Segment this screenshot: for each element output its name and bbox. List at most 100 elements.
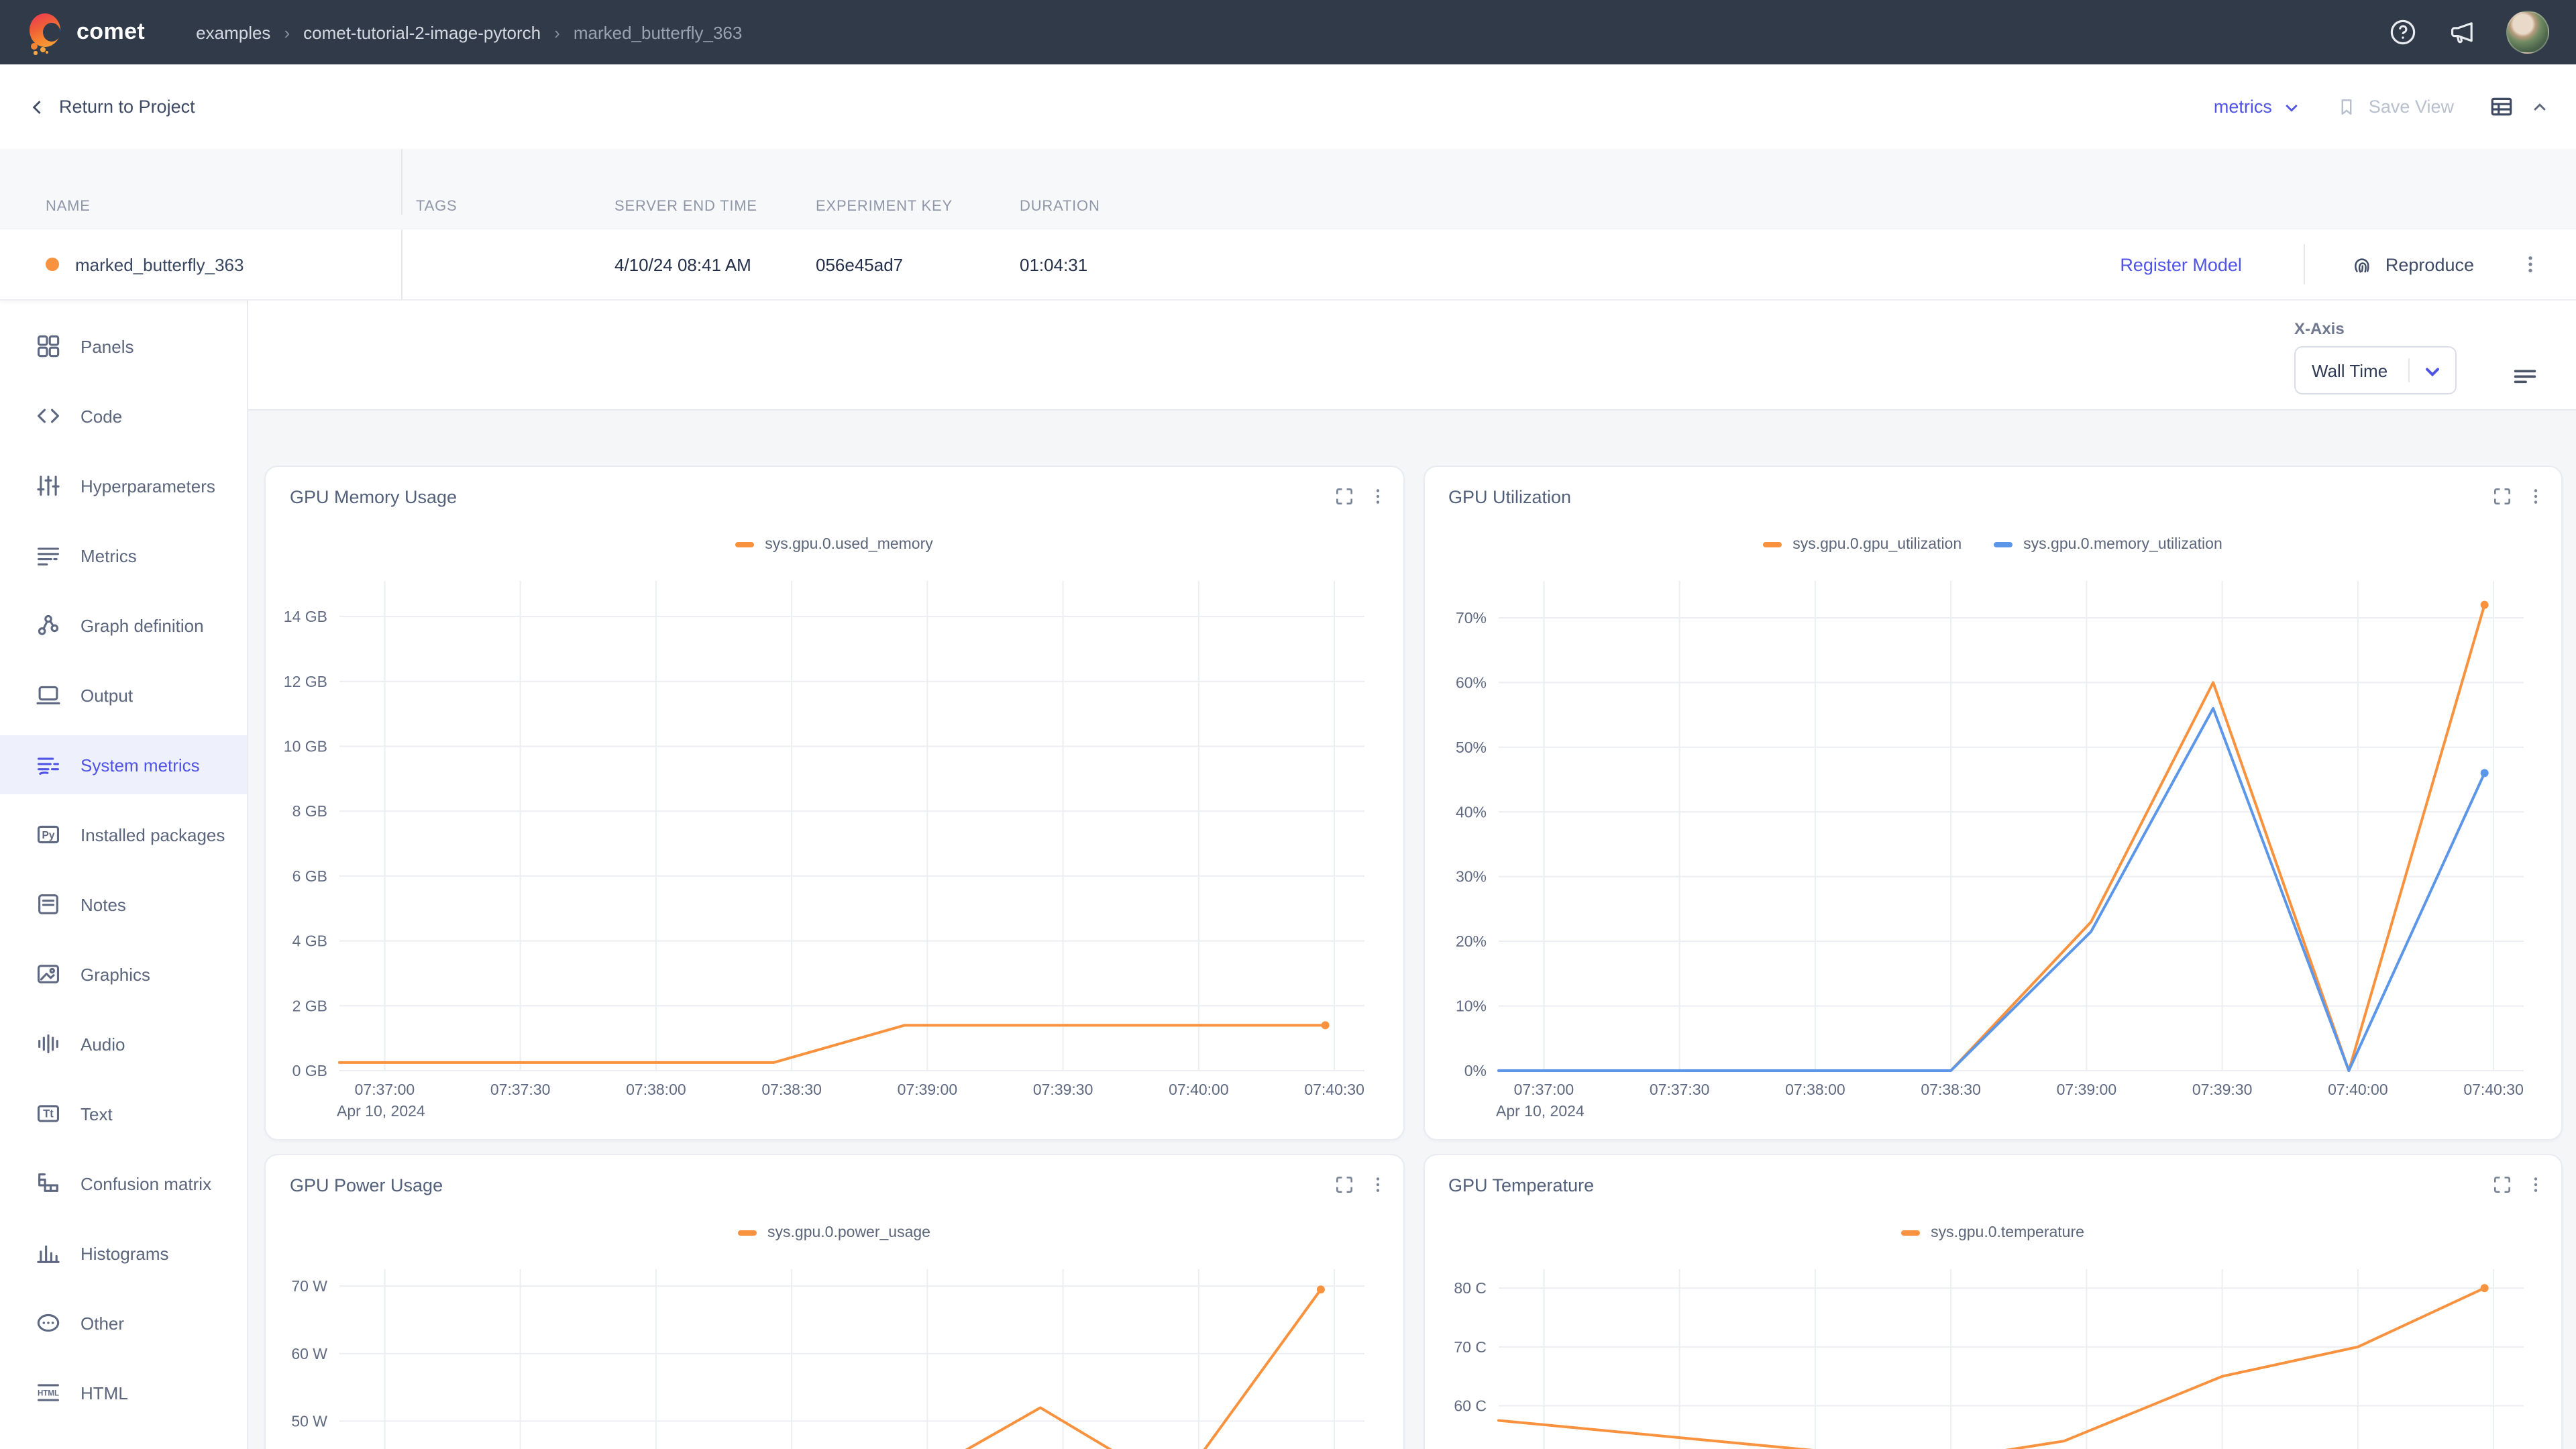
column-header-tags[interactable]: TAGS [402, 199, 601, 215]
legend-item[interactable]: sys.gpu.0.gpu_utilization [1763, 537, 1962, 553]
chart-card-gpu-power: GPU Power Usage sys.gpu.0.power_usage 07… [264, 1154, 1404, 1449]
back-chevron-icon [27, 96, 48, 117]
sidebar-item-text[interactable]: Tt Text [0, 1084, 247, 1143]
sidebar-item-metrics[interactable]: Metrics [0, 526, 247, 585]
chart-card-gpu-temperature: GPU Temperature sys.gpu.0.temperature 07… [1423, 1154, 2563, 1449]
sidebar-item-output[interactable]: Output [0, 665, 247, 724]
chart-kebab-menu-icon[interactable] [1368, 1175, 1387, 1194]
sidebar-item-system-metrics[interactable]: System metrics [0, 735, 247, 794]
sidebar-item-label: Graphics [80, 964, 150, 984]
sidebar-item-label: Text [80, 1104, 113, 1124]
chart-card-gpu-memory: GPU Memory Usage sys.gpu.0.used_memory 0… [264, 466, 1404, 1140]
sidebar-item-label: Hyperparameters [80, 476, 215, 496]
svg-text:20%: 20% [1455, 932, 1486, 950]
collapse-chevron-up-icon[interactable] [2530, 97, 2549, 116]
svg-text:Tt: Tt [43, 1108, 54, 1120]
svg-text:07:38:00: 07:38:00 [1784, 1081, 1845, 1098]
chart-plot[interactable]: 07:37:0007:37:3007:38:0007:38:3007:39:00… [266, 1267, 1404, 1449]
app-window: comet examples › comet-tutorial-2-image-… [0, 0, 2576, 1449]
legend-item[interactable]: sys.gpu.0.temperature [1901, 1225, 2084, 1241]
expand-chart-icon[interactable] [2491, 1174, 2513, 1195]
chart-plot[interactable]: 07:37:0007:37:3007:38:0007:38:3007:39:00… [1424, 1267, 2563, 1449]
graphics-icon [35, 961, 62, 987]
sidebar-item-histograms[interactable]: Histograms [0, 1224, 247, 1283]
help-icon[interactable] [2388, 17, 2418, 47]
top-navbar: comet examples › comet-tutorial-2-image-… [0, 0, 2576, 64]
expand-chart-icon[interactable] [2491, 486, 2513, 507]
sidebar-item-label: Code [80, 406, 122, 426]
svg-text:4 GB: 4 GB [292, 932, 327, 950]
sidebar-item-audio[interactable]: Audio [0, 1014, 247, 1073]
expand-chart-icon[interactable] [1333, 1174, 1354, 1195]
svg-text:60%: 60% [1455, 674, 1486, 691]
legend-item[interactable]: sys.gpu.0.power_usage [738, 1225, 930, 1241]
sidebar-item-hyperparameters[interactable]: Hyperparameters [0, 456, 247, 515]
experiment-name[interactable]: marked_butterfly_363 [75, 254, 244, 274]
register-model-button[interactable]: Register Model [2120, 254, 2242, 274]
reproduce-button[interactable]: Reproduce [2351, 253, 2474, 276]
sidebar-item-graphics[interactable]: Graphics [0, 945, 247, 1004]
comet-logo-icon [27, 11, 64, 54]
column-header-name[interactable]: NAME [46, 149, 402, 215]
chart-options-icon[interactable] [2512, 362, 2538, 389]
svg-text:07:37:30: 07:37:30 [490, 1081, 551, 1098]
sidebar-item-label: System metrics [80, 755, 200, 775]
experiment-status-dot [46, 258, 59, 271]
chart-kebab-menu-icon[interactable] [2526, 487, 2545, 506]
svg-text:30%: 30% [1455, 868, 1486, 885]
sidebar-item-other[interactable]: Other [0, 1293, 247, 1352]
svg-text:40%: 40% [1455, 803, 1486, 820]
breadcrumb: examples › comet-tutorial-2-image-pytorc… [196, 22, 742, 42]
table-view-icon[interactable] [2489, 94, 2514, 119]
column-header-server-end-time[interactable]: SERVER END TIME [601, 199, 802, 215]
experiment-table-row[interactable]: marked_butterfly_363 4/10/24 08:41 AM 05… [0, 229, 2576, 301]
column-header-experiment-key[interactable]: EXPERIMENT KEY [802, 199, 1006, 215]
svg-text:70 C: 70 C [1453, 1338, 1486, 1356]
chart-legend: sys.gpu.0.used_memory [266, 537, 1403, 553]
sidebar-item-graph-definition[interactable]: Graph definition [0, 596, 247, 655]
sidebar-item-code[interactable]: Code [0, 386, 247, 445]
sidebar-item-html[interactable]: HTMLHTML [0, 1363, 247, 1422]
comet-logo[interactable]: comet [27, 11, 145, 54]
experiment-key-link[interactable]: 056e45ad7 [802, 254, 1006, 274]
sidebar-item-panels[interactable]: Panels [0, 317, 247, 376]
chart-kebab-menu-icon[interactable] [2526, 1175, 2545, 1194]
sidebar-item-label: Histograms [80, 1243, 169, 1263]
experiment-table-header: NAMETAGSSERVER END TIMEEXPERIMENT KEYDUR… [0, 149, 2576, 229]
sidebar-item-label: Confusion matrix [80, 1173, 211, 1193]
user-avatar[interactable] [2506, 11, 2549, 54]
legend-item[interactable]: sys.gpu.0.used_memory [735, 537, 933, 553]
save-view-button[interactable]: Save View [2337, 96, 2454, 117]
sidebar-item-label: Metrics [80, 545, 137, 566]
chart-title: GPU Memory Usage [290, 486, 457, 506]
chart-legend: sys.gpu.0.temperature [1424, 1225, 2561, 1241]
histograms-icon [35, 1240, 62, 1267]
announcements-icon[interactable] [2447, 17, 2477, 47]
breadcrumb-project[interactable]: comet-tutorial-2-image-pytorch [303, 22, 541, 42]
svg-text:Apr 10, 2024: Apr 10, 2024 [337, 1102, 425, 1120]
breadcrumb-project-group[interactable]: examples [196, 22, 270, 42]
chart-card-gpu-utilization: GPU Utilization sys.gpu.0.gpu_utilizatio… [1423, 466, 2563, 1140]
return-to-project-link[interactable]: Return to Project [27, 96, 195, 117]
column-header-duration[interactable]: DURATION [1006, 199, 2576, 215]
svg-text:2 GB: 2 GB [292, 997, 327, 1014]
chart-kebab-menu-icon[interactable] [1368, 487, 1387, 506]
sidebar: Panels Code Hyperparameters Metrics Graph de… [0, 301, 248, 1449]
svg-text:50%: 50% [1455, 739, 1486, 756]
x-axis-select[interactable]: Wall Time [2294, 346, 2457, 394]
x-axis-label: X-Axis [2294, 319, 2457, 338]
legend-item[interactable]: sys.gpu.0.memory_utilization [1994, 537, 2222, 553]
svg-text:70%: 70% [1455, 609, 1486, 627]
sidebar-item-notes[interactable]: Notes [0, 875, 247, 934]
charts-toolbar: X-Axis Wall Time [248, 301, 2576, 411]
sidebar-item-installed-packages[interactable]: PyInstalled packages [0, 805, 247, 864]
chart-plot[interactable]: 07:37:0007:37:3007:38:0007:38:3007:39:00… [1424, 578, 2563, 1140]
sidebar-item-label: Output [80, 685, 133, 705]
svg-text:Apr 10, 2024: Apr 10, 2024 [1495, 1102, 1584, 1120]
view-selector-dropdown[interactable]: metrics [2214, 97, 2302, 117]
view-selector-value: metrics [2214, 97, 2272, 117]
expand-chart-icon[interactable] [1333, 486, 1354, 507]
sidebar-item-confusion-matrix[interactable]: Confusion matrix [0, 1154, 247, 1213]
chart-plot[interactable]: 07:37:0007:37:3007:38:0007:38:3007:39:00… [266, 578, 1404, 1140]
row-kebab-menu-icon[interactable] [2520, 254, 2541, 275]
